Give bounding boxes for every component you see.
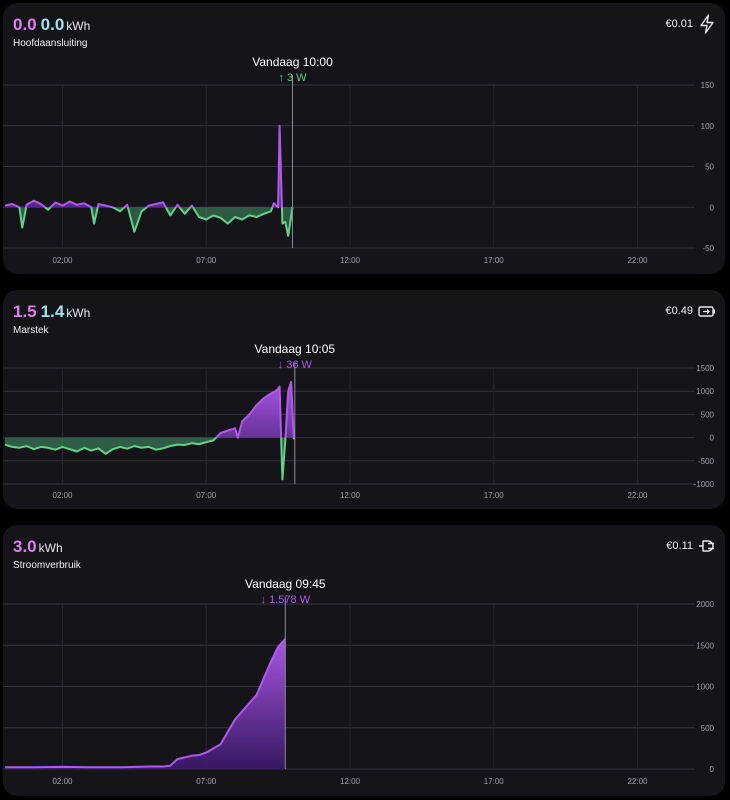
y-tick-label: -500 bbox=[698, 457, 715, 466]
grid-connection-card[interactable]: 0.0 0.0 kWh Hoofdaansluiting €0.01 -50 0 50 1… bbox=[3, 3, 725, 274]
energy-value-discharge: 1.4 bbox=[40, 302, 65, 321]
area-positive bbox=[5, 125, 293, 208]
card-subtitle: Stroomverbruik bbox=[13, 560, 81, 571]
consumption-card[interactable]: 3.0 kWh Stroomverbruik €0.11 0 500 1000 1500… bbox=[3, 525, 725, 796]
tooltip-value-text: 1.578 W bbox=[269, 594, 311, 606]
y-tick-label: 0 bbox=[710, 765, 715, 774]
x-tick-label: 17:00 bbox=[484, 256, 505, 265]
energy-values: 3.0 kWh bbox=[13, 537, 63, 557]
tooltip-value: ↓ 36 W bbox=[278, 359, 313, 371]
area-negative bbox=[5, 437, 294, 480]
series-line-negative bbox=[16, 207, 294, 237]
x-tick-label: 22:00 bbox=[627, 491, 648, 500]
y-tick-label: 1000 bbox=[696, 387, 714, 396]
y-tick-label: 50 bbox=[705, 163, 714, 172]
x-tick-label: 22:00 bbox=[627, 777, 648, 786]
series-line-positive bbox=[4, 124, 293, 208]
y-tick-label: 500 bbox=[701, 724, 715, 733]
energy-unit: kWh bbox=[38, 541, 63, 555]
card-subtitle: Marstek bbox=[13, 325, 49, 336]
x-tick-label: 07:00 bbox=[196, 256, 217, 265]
x-tick-label: 02:00 bbox=[52, 491, 73, 500]
y-tick-label: 150 bbox=[701, 81, 715, 90]
y-tick-label: 0 bbox=[710, 434, 715, 443]
arrow-up-icon: ↑ bbox=[278, 72, 287, 84]
y-tick-label: 100 bbox=[701, 122, 715, 131]
energy-unit: kWh bbox=[66, 306, 91, 320]
power-chart[interactable]: -1000 -500 0 500 1000 1500 02:00 07:00 12:00 17:0… bbox=[3, 290, 725, 509]
series-line-negative bbox=[4, 437, 295, 481]
energy-values: 1.5 1.4 kWh bbox=[13, 302, 90, 322]
plug-icon[interactable] bbox=[698, 536, 716, 556]
area-positive bbox=[5, 638, 286, 769]
y-tick-label: 1500 bbox=[696, 364, 714, 373]
y-tick-label: 2000 bbox=[696, 600, 714, 609]
y-tick-label: 500 bbox=[701, 410, 715, 419]
x-tick-label: 12:00 bbox=[340, 777, 361, 786]
y-tick-label: -1000 bbox=[694, 480, 715, 489]
tooltip-value: ↓ 1.578 W bbox=[261, 594, 311, 606]
x-tick-label: 02:00 bbox=[52, 256, 73, 265]
energy-value-consumption: 3.0 bbox=[13, 537, 37, 556]
tooltip-value: ↑ 3 W bbox=[278, 72, 307, 84]
energy-unit: kWh bbox=[66, 19, 91, 33]
arrow-down-icon: ↓ bbox=[278, 359, 287, 371]
x-tick-label: 12:00 bbox=[340, 256, 361, 265]
battery-charging-icon[interactable] bbox=[698, 301, 716, 321]
x-tick-label: 02:00 bbox=[52, 777, 73, 786]
power-chart[interactable]: 0 500 1000 1500 2000 02:00 07:00 12:00 17:00 22:0… bbox=[3, 525, 725, 796]
y-tick-label: 1500 bbox=[696, 641, 714, 650]
power-chart[interactable]: -50 0 50 100 150 02:00 07:00 12:00 17:00 22:00 Van… bbox=[3, 3, 725, 274]
y-tick-label: 1000 bbox=[696, 683, 714, 692]
energy-value-charge: 1.5 bbox=[13, 302, 37, 321]
tooltip-value-text: 36 W bbox=[286, 359, 312, 371]
x-tick-label: 12:00 bbox=[340, 491, 361, 500]
x-tick-label: 17:00 bbox=[484, 491, 505, 500]
cost-label: €0.01 bbox=[665, 18, 693, 30]
marstek-card[interactable]: 1.5 1.4 kWh Marstek €0.49 -1000 -500 0 500 100… bbox=[3, 290, 725, 509]
tooltip-time: Vandaag 10:00 bbox=[252, 55, 333, 69]
x-tick-label: 07:00 bbox=[196, 491, 217, 500]
x-tick-label: 17:00 bbox=[484, 777, 505, 786]
tooltip-time: Vandaag 09:45 bbox=[245, 577, 326, 591]
area-positive bbox=[5, 381, 294, 438]
energy-value-export: 0.0 bbox=[40, 15, 65, 34]
energy-values: 0.0 0.0 kWh bbox=[13, 15, 90, 35]
series-line-positive bbox=[214, 380, 295, 438]
x-tick-label: 07:00 bbox=[196, 777, 217, 786]
cost-label: €0.49 bbox=[665, 305, 693, 317]
tooltip-value-text: 3 W bbox=[287, 72, 307, 84]
card-subtitle: Hoofdaansluiting bbox=[13, 38, 88, 49]
area-negative bbox=[5, 207, 293, 236]
cost-label: €0.11 bbox=[666, 540, 693, 552]
lightning-icon[interactable] bbox=[698, 14, 716, 34]
x-tick-label: 22:00 bbox=[627, 256, 648, 265]
arrow-down-icon: ↓ bbox=[261, 594, 270, 606]
y-tick-label: 0 bbox=[710, 203, 715, 212]
energy-value-import: 0.0 bbox=[13, 15, 37, 34]
tooltip-time: Vandaag 10:05 bbox=[255, 342, 336, 356]
series-line-positive bbox=[5, 638, 287, 769]
y-tick-label: -50 bbox=[702, 244, 714, 253]
